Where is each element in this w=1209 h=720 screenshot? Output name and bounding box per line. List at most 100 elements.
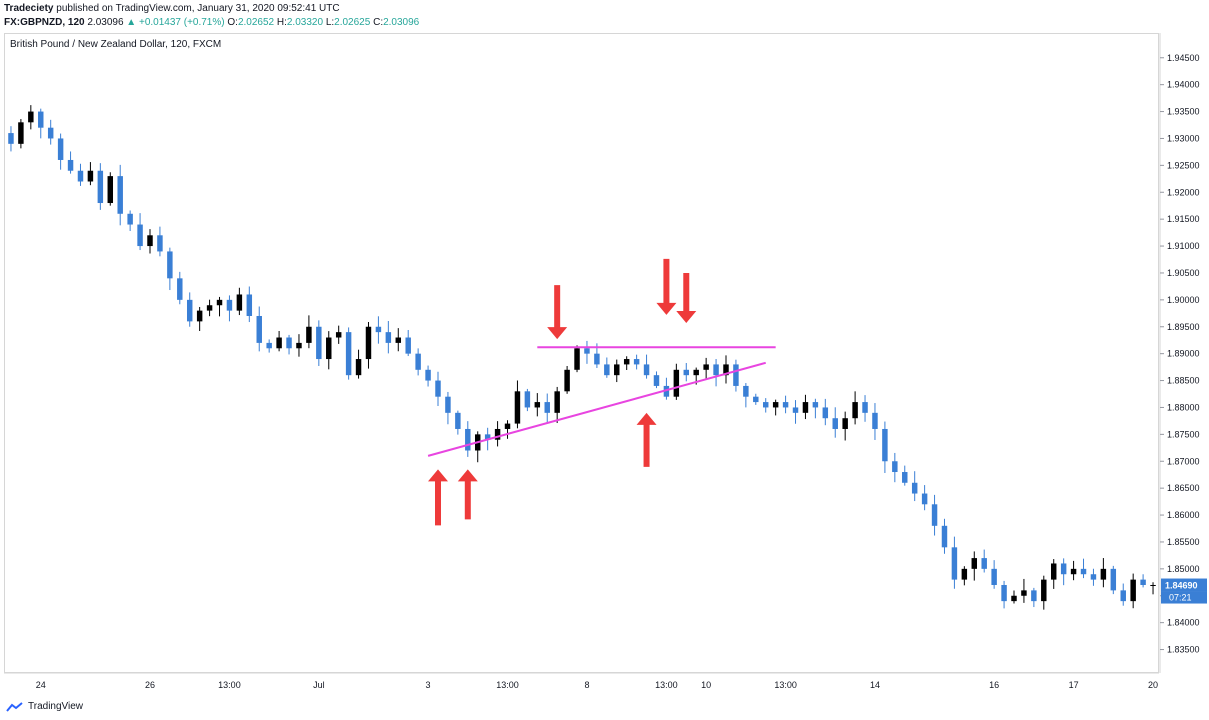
candle-body	[604, 364, 610, 376]
time-tick-label: 16	[989, 680, 999, 690]
ohlc-line: FX:GBPNZD, 120 2.03096 ▲ +0.01437 (+0.71…	[4, 17, 419, 28]
tradingview-footer[interactable]: TradingView	[6, 701, 83, 712]
candle-body	[544, 402, 550, 413]
candle-body	[931, 504, 938, 526]
price-tick-label: 1.83500	[1167, 645, 1200, 655]
candle-body	[584, 348, 590, 354]
candle-body	[8, 133, 14, 144]
last-price-tag	[1161, 578, 1207, 592]
candle-body	[425, 369, 431, 381]
candle-body	[564, 369, 570, 392]
candle-body	[1090, 574, 1097, 580]
candle-body	[177, 278, 183, 300]
candle-body	[1001, 584, 1007, 602]
candle-body	[772, 402, 779, 408]
candle-body	[921, 493, 928, 505]
low-value: 2.02625	[334, 17, 371, 28]
price-tick-label: 1.86000	[1167, 510, 1200, 520]
high-label: H:	[276, 17, 287, 28]
candle-body	[643, 364, 650, 376]
candle-body	[554, 391, 560, 413]
candle-body	[882, 428, 888, 462]
time-tick-label: 17	[1069, 680, 1079, 690]
candle-body	[812, 402, 819, 408]
candle-body	[316, 326, 322, 360]
candle-body	[971, 558, 978, 569]
candle-body	[534, 402, 541, 408]
publish-info: published on TradingView.com, January 31…	[56, 3, 340, 14]
candle-body	[951, 547, 958, 580]
time-tick-label: 13:00	[218, 680, 241, 690]
price-tick-label: 1.86500	[1167, 483, 1200, 493]
candle-body	[1070, 568, 1077, 575]
price-tick-label: 1.84000	[1167, 618, 1200, 628]
candle-body	[991, 568, 997, 585]
candle-body	[236, 294, 243, 311]
candle-body	[1011, 595, 1017, 602]
candle-body	[683, 369, 690, 376]
candle-body	[415, 353, 421, 370]
candle-body	[67, 159, 74, 171]
chart-frame[interactable]	[4, 33, 1159, 673]
open-label: O:	[227, 17, 238, 28]
time-tick-label: 3	[426, 680, 431, 690]
candle-body	[723, 364, 729, 376]
candle-body	[484, 434, 491, 440]
candle-body	[1031, 590, 1037, 602]
close-label: C:	[373, 17, 384, 28]
arrow-up-icon	[428, 469, 448, 526]
chart-title: British Pound / New Zealand Dollar, 120,…	[10, 39, 222, 50]
candle-body	[862, 402, 868, 413]
time-tick-label: 13:00	[655, 680, 678, 690]
candle-body	[594, 353, 600, 365]
time-tick-label: 14	[870, 680, 880, 690]
last-price: 2.03096	[87, 17, 124, 28]
candle-body	[713, 364, 719, 376]
candle-body	[395, 337, 402, 343]
candle-body	[375, 326, 382, 333]
candle-body	[941, 525, 948, 548]
candle-body	[633, 359, 640, 365]
time-tick-label: 13:00	[774, 680, 797, 690]
price-tick-label: 1.89000	[1167, 349, 1200, 359]
candle-body	[38, 111, 44, 128]
candle-body	[266, 342, 272, 349]
candle-body	[673, 369, 680, 397]
price-tick-label: 1.88000	[1167, 402, 1200, 412]
time-tick-label: Jul	[313, 680, 325, 690]
time-tick-label: 24	[36, 680, 46, 690]
candle-body	[1140, 579, 1146, 585]
candle-body	[663, 385, 670, 397]
candle-body	[335, 332, 342, 338]
candle-body	[1050, 563, 1057, 580]
candle-body	[405, 337, 411, 354]
price-tick-label: 1.85000	[1167, 564, 1200, 574]
candle-body	[743, 385, 749, 397]
candle-body	[137, 224, 143, 247]
candle-body	[802, 402, 809, 413]
candle-body	[435, 380, 441, 397]
candle-body	[832, 418, 838, 429]
candle-body	[365, 326, 372, 360]
candle-body	[326, 337, 332, 360]
candle-body	[574, 348, 580, 370]
candle-body	[445, 396, 451, 413]
candle-body	[653, 375, 660, 386]
candle-body	[614, 364, 620, 376]
price-tick-label: 1.87500	[1167, 429, 1200, 439]
price-change: ▲ +0.01437 (+0.71%)	[126, 17, 225, 28]
candle-body	[157, 235, 163, 252]
candle-body	[77, 170, 84, 182]
price-tick-label: 1.91500	[1167, 214, 1200, 224]
candle-body	[852, 402, 858, 419]
tradingview-brand: TradingView	[28, 701, 84, 712]
trend-line	[427, 361, 766, 457]
price-tick-label: 1.90000	[1167, 295, 1200, 305]
time-tick-label: 20	[1148, 680, 1158, 690]
candle-body	[703, 364, 709, 370]
candle-body	[842, 418, 848, 429]
author-name[interactable]: Tradeciety	[4, 3, 54, 14]
candle-body	[355, 359, 362, 376]
price-tick-label: 1.88500	[1167, 376, 1200, 386]
